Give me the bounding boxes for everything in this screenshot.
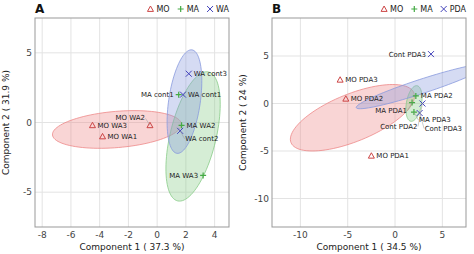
figure: -8-6-4-2024-505MO WA3MO WA1MO WA2MA WA2M…	[0, 0, 474, 254]
grid-line	[272, 151, 466, 152]
data-point	[179, 122, 185, 128]
tick-label: -5	[343, 230, 352, 240]
tick-label: -4	[95, 230, 104, 240]
tick-label: 5	[26, 48, 32, 58]
tick-label: 0	[154, 230, 160, 240]
x-axis-label: Component 1 ( 37.3 %)	[79, 242, 184, 252]
tick-label: -5	[260, 146, 269, 156]
grid-line	[35, 52, 229, 53]
legend-label: MA	[187, 5, 200, 14]
panel-title: A	[35, 2, 45, 16]
point-label: MA PDA1	[375, 107, 407, 115]
point-labels: MO PDA3 MO PDA2 MO PDA1 MA PDA2 MA PDA1 MA PD…	[345, 51, 462, 161]
point-label: MO PDA2	[351, 95, 384, 103]
point-label: MO WA1	[108, 133, 138, 141]
data-point	[89, 122, 95, 127]
legend-marker	[411, 6, 417, 12]
legend-label: PDA	[450, 5, 467, 14]
point-label: WA cont3	[194, 70, 227, 78]
tick-label: -2	[124, 230, 133, 240]
data-point	[413, 93, 419, 99]
data-point	[200, 172, 206, 178]
legend-marker	[207, 6, 213, 12]
legend-marker	[147, 6, 153, 11]
point-labels: MO WA3 MO WA1 MO WA2 MA WA2 MA cont1 MA WA3 WA…	[97, 70, 227, 180]
panel: -8-6-4-2024-505MO WA3MO WA1MO WA2MA WA2M…	[1, 2, 230, 252]
tick-label: 0	[263, 99, 269, 109]
grid-line	[272, 198, 466, 199]
point-label: MO PDA1	[376, 152, 409, 160]
data-point	[186, 71, 192, 77]
point-label: WA cont2	[185, 135, 218, 143]
data-point	[368, 153, 374, 158]
point-label: MO PDA3	[345, 76, 378, 84]
leader-line	[145, 118, 150, 125]
point-label: MA WA2	[187, 122, 216, 130]
legend-label: MO	[156, 5, 169, 14]
legend-marker	[381, 6, 387, 11]
y-axis-label: Component 2 ( 31.9 %)	[1, 70, 11, 175]
legend-marker	[178, 6, 184, 12]
tick-label: 4	[212, 230, 218, 240]
legend: MO MA PDA	[381, 5, 466, 14]
point-label: MA PDA2	[421, 92, 453, 100]
plot-frame	[35, 18, 229, 227]
leader-line	[408, 103, 413, 111]
grid-line	[35, 192, 229, 193]
point-label: Cont PDA3	[389, 51, 426, 59]
point-label: MA cont1	[141, 91, 174, 99]
tick-label: 0	[392, 230, 398, 240]
data-point	[343, 96, 349, 101]
data-point	[100, 133, 106, 138]
legend-label: MO	[390, 5, 403, 14]
point-label: MA WA3	[169, 172, 198, 180]
tick-label: -10	[293, 230, 308, 240]
point-label: Cont PDA2	[380, 123, 417, 131]
data-point	[180, 92, 186, 98]
grid-line	[272, 56, 466, 57]
legend-label: MA	[420, 5, 433, 14]
data-point	[337, 77, 343, 82]
legend-marker	[441, 6, 447, 12]
point-label: WA cont1	[188, 91, 221, 99]
plot-background	[272, 18, 466, 227]
panel: -10 -5 0 5 -10 -5 0 5 MO PDA3 MO PDA2 MO PDA1 MA PD…	[238, 2, 474, 252]
group-ellipse	[52, 111, 181, 149]
tick-label: 5	[439, 230, 445, 240]
point-label: Cont PDA3	[425, 125, 462, 133]
leader-line	[180, 131, 185, 139]
tick-label: 0	[26, 118, 32, 128]
point-label: MA PDA3	[419, 116, 451, 124]
y-axis-label: Component 2 ( 24 %)	[238, 74, 248, 170]
point-label: MO WA3	[97, 122, 127, 130]
tick-label: 5	[263, 51, 269, 61]
plot-background	[35, 18, 229, 227]
legend: MO MA WA	[147, 5, 229, 14]
tick-label: 2	[183, 230, 189, 240]
leader-line	[414, 112, 419, 120]
panel-title: B	[272, 2, 281, 16]
tick-label: -8	[38, 230, 47, 240]
plot-frame	[272, 18, 466, 227]
point-label: MO WA2	[115, 114, 145, 122]
plot-area	[290, 51, 466, 158]
x-axis-label: Component 1 ( 34.5 %)	[316, 242, 421, 252]
tick-label: -5	[23, 187, 32, 197]
data-point	[428, 51, 434, 57]
tick-label: -10	[254, 194, 269, 204]
tick-label: -6	[66, 230, 75, 240]
legend-label: WA	[216, 5, 229, 14]
